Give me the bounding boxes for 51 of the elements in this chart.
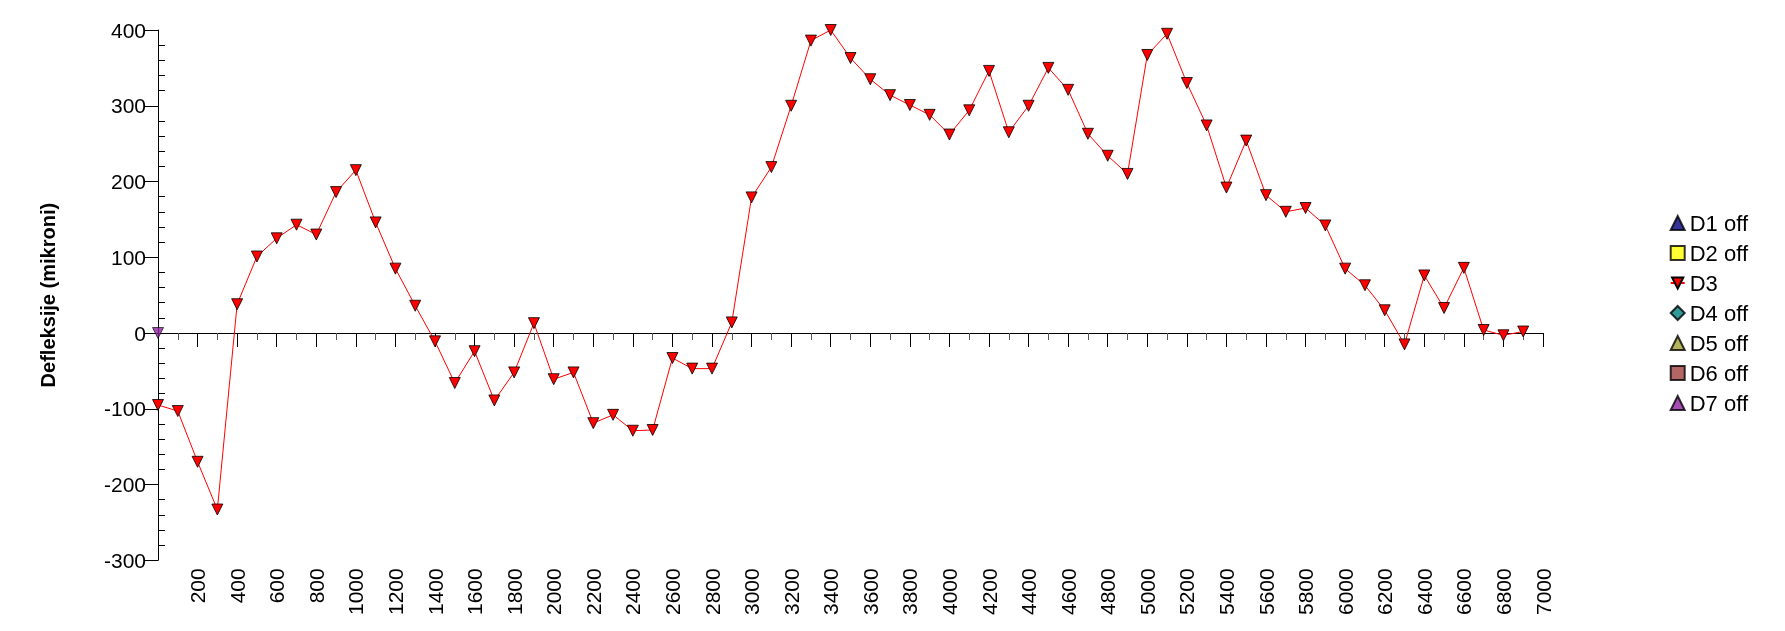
x-tick-label: 4000 [937, 568, 961, 615]
y-axis-title: Defleksije (mikroni) [37, 202, 59, 388]
x-tick-label: 3200 [779, 568, 803, 615]
x-tick-label: 2200 [581, 568, 605, 615]
x-tick-label: 200 [186, 568, 210, 604]
x-tick-label: 4400 [1017, 568, 1041, 615]
x-tick-label: 5800 [1294, 568, 1318, 615]
x-tick-label: 6400 [1412, 568, 1436, 615]
x-tick-label: 5400 [1214, 568, 1238, 615]
y-tick-label: 100 [110, 245, 146, 269]
x-tick-label: 600 [265, 568, 289, 604]
x-tick-label: 7000 [1531, 568, 1555, 615]
x-tick-label: 6600 [1452, 568, 1476, 615]
x-tick-label: 800 [304, 568, 328, 604]
legend-label: D5 off [1689, 330, 1749, 356]
x-tick-label: 4200 [977, 568, 1001, 615]
x-tick-label: 4600 [1056, 568, 1080, 615]
y-tick-label: 400 [110, 18, 146, 42]
x-tick-label: 3600 [858, 568, 882, 615]
x-tick-label: 1400 [423, 568, 447, 615]
x-tick-label: 5200 [1175, 568, 1199, 615]
y-tick-label: 0 [134, 321, 146, 345]
x-tick-label: 6800 [1491, 568, 1515, 615]
y-tick-label: 300 [110, 94, 146, 118]
x-tick-label: 5600 [1254, 568, 1278, 615]
x-tick-label: 1200 [383, 568, 407, 615]
x-tick-label: 2400 [621, 568, 645, 615]
legend-label: D1 off [1689, 210, 1749, 236]
x-tick-label: 1000 [344, 568, 368, 615]
y-tick-label: -100 [103, 397, 146, 421]
x-tick-label: 5000 [1135, 568, 1159, 615]
x-tick-label: 400 [225, 568, 249, 604]
x-tick-label: 1800 [502, 568, 526, 615]
y-tick-label: 200 [110, 170, 146, 194]
x-tick-label: 6200 [1373, 568, 1397, 615]
x-tick-label: 3800 [898, 568, 922, 615]
x-tick-label: 4800 [1096, 568, 1120, 615]
x-tick-label: 2800 [700, 568, 724, 615]
x-tick-label: 6000 [1333, 568, 1357, 615]
legend-label: D7 off [1689, 390, 1749, 416]
x-tick-label: 3000 [740, 568, 764, 615]
x-tick-label: 2600 [660, 568, 684, 615]
x-tick-label: 2000 [542, 568, 566, 615]
legend-label: D4 off [1689, 300, 1749, 326]
legend-label: D3 [1689, 270, 1718, 296]
x-tick-label: 1600 [463, 568, 487, 615]
legend-label: D6 off [1689, 360, 1749, 386]
y-tick-label: -300 [103, 548, 146, 572]
x-tick-label: 3400 [819, 568, 843, 615]
legend-label: D2 off [1689, 240, 1749, 266]
y-tick-label: -200 [103, 473, 146, 497]
